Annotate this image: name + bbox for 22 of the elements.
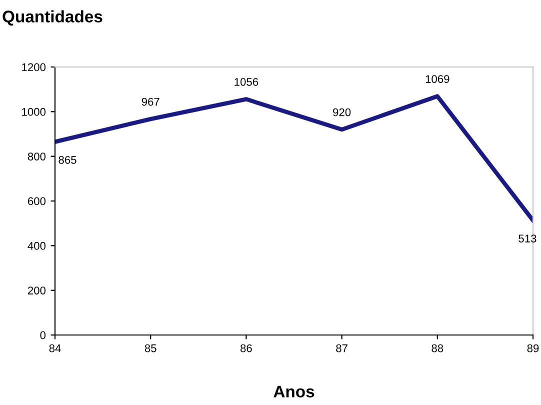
line-series: [55, 94, 533, 223]
x-tick-label: 84: [49, 344, 61, 352]
x-tick-label: 85: [144, 344, 156, 352]
x-tick-label: 86: [240, 344, 252, 352]
y-tick-label: 1200: [22, 63, 46, 72]
y-tick-label: 0: [40, 331, 46, 340]
x-tick-label: 89: [527, 344, 539, 352]
y-tick-label: 200: [28, 286, 46, 294]
y-tick-label: 600: [28, 197, 46, 206]
x-tick-label: 88: [432, 344, 444, 352]
data-label: 1069: [426, 75, 450, 83]
data-label: 920: [333, 108, 351, 116]
data-label: 513: [518, 234, 536, 242]
data-label: 865: [58, 156, 76, 164]
y-tick-label: 400: [28, 242, 46, 250]
data-label: 967: [142, 98, 160, 106]
data-label: 1056: [234, 78, 258, 86]
y-tick-label: 1000: [22, 108, 46, 116]
y-tick-label: 800: [28, 152, 46, 160]
x-axis-title: Anos: [274, 386, 314, 398]
x-tick-label: 87: [336, 344, 348, 352]
chart-title: Quantidades: [2, 10, 102, 26]
